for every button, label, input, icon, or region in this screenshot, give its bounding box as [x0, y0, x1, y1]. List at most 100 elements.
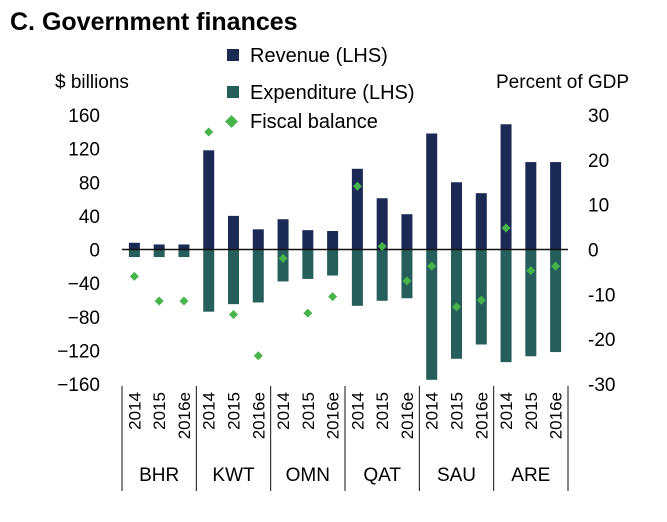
fiscal-balance-point — [179, 296, 189, 306]
expenditure-bar — [277, 249, 289, 282]
legend-label-expenditure: Expenditure (LHS) — [250, 82, 415, 104]
fiscal-balance-point — [452, 302, 461, 312]
fiscal-balance-point — [328, 292, 338, 302]
year-label: 2015 — [522, 392, 541, 430]
left-tick-label: 120 — [68, 140, 100, 161]
fiscal-balance-points — [129, 127, 561, 361]
expenditure-bar — [525, 249, 537, 357]
right-axis-label: Percent of GDP — [496, 72, 629, 93]
revenue-bar — [451, 182, 462, 250]
expenditure-bar — [153, 249, 165, 258]
country-label: BHR — [139, 465, 179, 486]
country-label: QAT — [363, 465, 401, 486]
fiscal-balance-point — [204, 127, 214, 137]
fiscal-balance-point — [427, 261, 437, 271]
year-label: 2016e — [249, 392, 268, 439]
year-label: 2014 — [348, 392, 367, 430]
expenditure-bar — [327, 249, 339, 276]
revenue-bar — [252, 229, 264, 250]
revenue-bar — [203, 150, 215, 250]
fiscal-balance-point — [402, 276, 412, 286]
fiscal-balance-point — [476, 295, 486, 305]
fiscal-balance-point — [501, 223, 511, 233]
fiscal-balance-point — [154, 296, 164, 306]
fiscal-balance-point — [129, 271, 139, 281]
revenue-bar — [426, 133, 438, 250]
revenue-bar — [128, 242, 140, 250]
revenue-bar — [302, 230, 314, 250]
fiscal-balance-point — [278, 253, 288, 263]
expenditure-bar — [376, 249, 388, 301]
left-tick-label: 0 — [89, 241, 100, 262]
right-tick-label: -30 — [588, 375, 615, 396]
left-tick-label: −160 — [57, 375, 100, 396]
year-label: 2016e — [472, 392, 491, 439]
right-tick-label: -10 — [588, 285, 615, 306]
country-label: ARE — [511, 465, 550, 486]
right-tick-label: 0 — [588, 241, 599, 262]
year-label: 2014 — [125, 392, 144, 430]
year-label: 2014 — [423, 392, 442, 430]
year-label: 2014 — [274, 392, 293, 430]
fiscal-balance-point — [526, 266, 536, 276]
x-axis: 2014 2015 2016e BHR 2014 2015 2016e KWT 2014 2015… — [121, 386, 569, 491]
legend-swatch-fiscal-balance — [225, 115, 238, 128]
legend-swatch-revenue — [227, 49, 239, 61]
left-tick-label: −120 — [57, 341, 100, 362]
left-tick-label: 80 — [79, 173, 100, 194]
expenditure-bar — [550, 249, 562, 353]
revenue-bar — [500, 124, 512, 250]
expenditure-bar — [178, 249, 190, 258]
fiscal-balance-point — [229, 310, 238, 320]
year-label: 2016e — [324, 392, 343, 439]
expenditure-bar — [252, 249, 264, 303]
fiscal-balance-point — [352, 181, 362, 191]
expenditure-bar — [302, 249, 314, 279]
revenue-bar — [153, 244, 165, 250]
expenditure-bar — [203, 249, 215, 312]
country-label: KWT — [212, 465, 255, 486]
left-tick-label: 40 — [79, 207, 100, 228]
year-label: 2015 — [373, 392, 392, 430]
year-label: 2015 — [299, 392, 318, 430]
revenue-bar — [277, 219, 289, 250]
year-label: 2016e — [398, 392, 417, 439]
revenue-bar — [475, 193, 487, 250]
revenue-bar — [376, 198, 388, 250]
year-label: 2014 — [200, 392, 219, 430]
revenue-bar — [401, 214, 413, 250]
expenditure-bar — [128, 249, 140, 258]
right-tick-label: -20 — [588, 330, 615, 351]
country-label: SAU — [437, 465, 476, 486]
legend: Revenue (LHS) Expenditure (LHS) Fiscal b… — [225, 45, 415, 133]
year-label: 2016e — [547, 392, 566, 439]
chart-title: C. Government finances — [10, 8, 298, 36]
year-label: 2015 — [448, 392, 467, 430]
revenue-bar — [525, 162, 537, 250]
expenditure-bar — [500, 249, 512, 363]
fiscal-balance-point — [253, 351, 263, 361]
expenditure-bar — [426, 249, 438, 380]
revenue-bar — [228, 215, 239, 250]
year-label: 2014 — [497, 392, 516, 430]
expenditure-bar — [401, 249, 413, 299]
revenue-bar — [550, 162, 562, 250]
legend-label-fiscal-balance: Fiscal balance — [250, 111, 378, 133]
left-tick-label: −40 — [68, 274, 100, 295]
legend-swatch-expenditure — [227, 86, 239, 98]
fiscal-balance-point — [377, 241, 387, 251]
bars — [128, 124, 562, 380]
expenditure-bar — [351, 249, 363, 306]
left-tick-label: −80 — [68, 308, 100, 329]
right-tick-label: 10 — [588, 196, 609, 217]
legend-label-revenue: Revenue (LHS) — [250, 45, 388, 67]
year-label: 2015 — [150, 392, 169, 430]
year-label: 2015 — [225, 392, 244, 430]
right-tick-label: 20 — [588, 151, 609, 172]
year-label: 2016e — [175, 392, 194, 439]
right-axis: 30 20 10 0 -10 -20 -30 — [588, 106, 615, 396]
expenditure-bar — [228, 249, 239, 305]
left-axis: 160 120 80 40 0 −40 −80 −120 −160 — [57, 106, 100, 396]
country-label: OMN — [286, 465, 330, 486]
